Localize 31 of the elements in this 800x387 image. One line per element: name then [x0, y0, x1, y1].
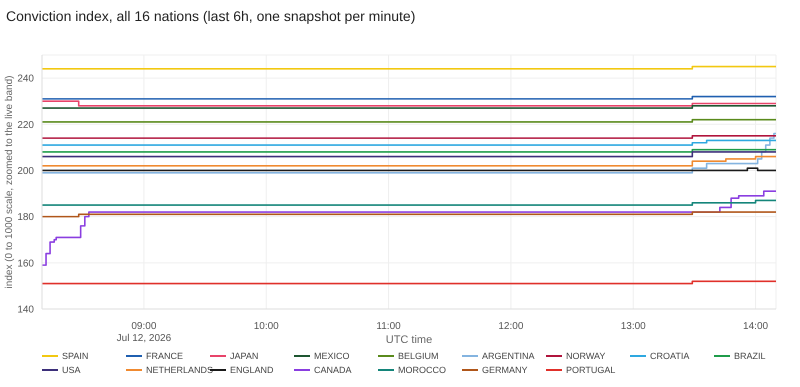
- chart-title: Conviction index, all 16 nations (last 6h, one snapshot per minute): [6, 8, 416, 24]
- x-tick-label: 14:00: [743, 321, 769, 332]
- legend-label: ENGLAND: [230, 365, 274, 375]
- y-tick-label: 180: [17, 212, 34, 224]
- legend-label: CANADA: [314, 365, 352, 375]
- legend-label: MOROCCO: [398, 365, 446, 375]
- legend-label: BRAZIL: [734, 351, 766, 361]
- y-tick-label: 240: [17, 74, 34, 85]
- x-tick-label: 09:00 Jul 12, 2026: [116, 321, 172, 344]
- y-tick-label: 200: [17, 166, 34, 178]
- y-tick-label: 220: [17, 120, 34, 131]
- x-tick-label: 13:00: [620, 321, 646, 332]
- y-tick-label: 160: [17, 258, 34, 270]
- legend-label: NORWAY: [566, 351, 606, 361]
- legend-label: NETHERLANDS: [146, 365, 214, 375]
- legend-label: BELGIUM: [398, 351, 439, 361]
- y-tick-label: 140: [17, 304, 34, 316]
- x-tick-label: 12:00: [498, 321, 524, 332]
- legend-label: PORTUGAL: [566, 365, 616, 375]
- legend-label: FRANCE: [146, 351, 184, 361]
- y-axis-title: index (0 to 1000 scale, zoomed to the live band): [4, 76, 15, 288]
- legend-label: USA: [62, 365, 81, 375]
- legend-label: ARGENTINA: [482, 351, 535, 361]
- legend-label: MEXICO: [314, 351, 350, 361]
- x-tick-label: 11:00: [376, 321, 402, 332]
- legend-label: SPAIN: [62, 351, 88, 361]
- legend-label: JAPAN: [230, 351, 258, 361]
- legend-label: GERMANY: [482, 365, 528, 375]
- x-axis-title: UTC time: [386, 334, 432, 346]
- x-tick-label: 10:00: [254, 321, 280, 332]
- legend-label: CROATIA: [650, 351, 690, 361]
